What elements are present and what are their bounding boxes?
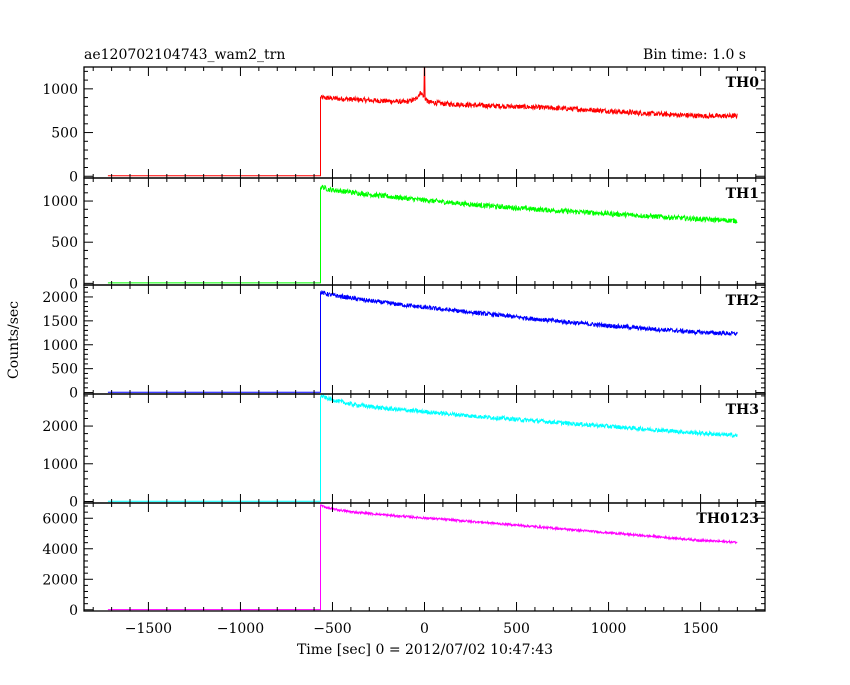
panel-label-th2: TH2: [726, 293, 759, 309]
y-axis-label: Counts/sec: [6, 301, 22, 379]
x-axis-label: Time [sec] 0 = 2012/07/02 10:47:43: [297, 642, 553, 658]
panel-th0: 0 500 1000 TH0: [42, 66, 766, 185]
y-tick-label: 500: [51, 126, 78, 142]
x-tick-label: −1000: [217, 621, 264, 637]
y-tick-label: 0: [69, 494, 78, 510]
series-line-th0: [107, 66, 738, 177]
y-tick-label: 6000: [42, 511, 78, 527]
panel-frame: [83, 393, 766, 504]
y-tick-label: 1500: [42, 314, 78, 330]
x-tick-label: 1500: [683, 621, 719, 637]
y-tick-label: 1000: [42, 457, 78, 473]
x-tick-label: 1000: [591, 621, 627, 637]
series-line-th0123: [107, 503, 738, 611]
panel-th2: 0 500 1000 1500 2000 TH2: [42, 284, 766, 402]
y-tick-label: 0: [69, 169, 78, 185]
y-tick-label: 0: [69, 276, 78, 292]
panel-frame: [83, 284, 766, 395]
panel-label-th1: TH1: [726, 186, 759, 202]
panel-th1: 0 500 1000 TH1: [42, 177, 766, 292]
panel-frame: [83, 177, 766, 286]
y-tick-label: 500: [51, 362, 78, 378]
bin-time-label: Bin time: 1.0 s: [643, 47, 746, 63]
chart-title: ae120702104743_wam2_trn: [84, 47, 285, 63]
y-tick-label: 0: [69, 603, 78, 619]
y-tick-label: 1000: [42, 82, 78, 98]
panel-th0123: 0 2000 4000 6000 TH0123: [42, 502, 766, 619]
series-line-th2: [107, 290, 738, 393]
panel-label-th3: TH3: [726, 402, 759, 418]
x-tick-label: −1500: [125, 621, 172, 637]
x-tick-label: 0: [420, 621, 429, 637]
y-tick-label: 4000: [42, 542, 78, 558]
y-tick-label: 2000: [42, 572, 78, 588]
x-tick-label: −500: [313, 621, 351, 637]
y-tick-label: 500: [51, 235, 78, 251]
panel-label-th0123: TH0123: [696, 511, 759, 527]
panel-label-th0: TH0: [726, 75, 760, 91]
series-line-th3: [107, 394, 738, 502]
y-tick-label: 2000: [42, 419, 78, 435]
y-tick-label: 1000: [42, 338, 78, 354]
y-tick-label: 2000: [42, 290, 78, 306]
panels-group: 0 500 1000 TH0 0 500 1000 TH1 0 500 1000 1500 2000 TH…: [42, 66, 766, 637]
x-tick-label: 500: [503, 621, 530, 637]
series-line-th1: [107, 184, 738, 284]
y-tick-label: 1000: [42, 194, 78, 210]
y-tick-label: 0: [69, 386, 78, 402]
panel-th3: 0 1000 2000 TH3: [42, 393, 766, 510]
